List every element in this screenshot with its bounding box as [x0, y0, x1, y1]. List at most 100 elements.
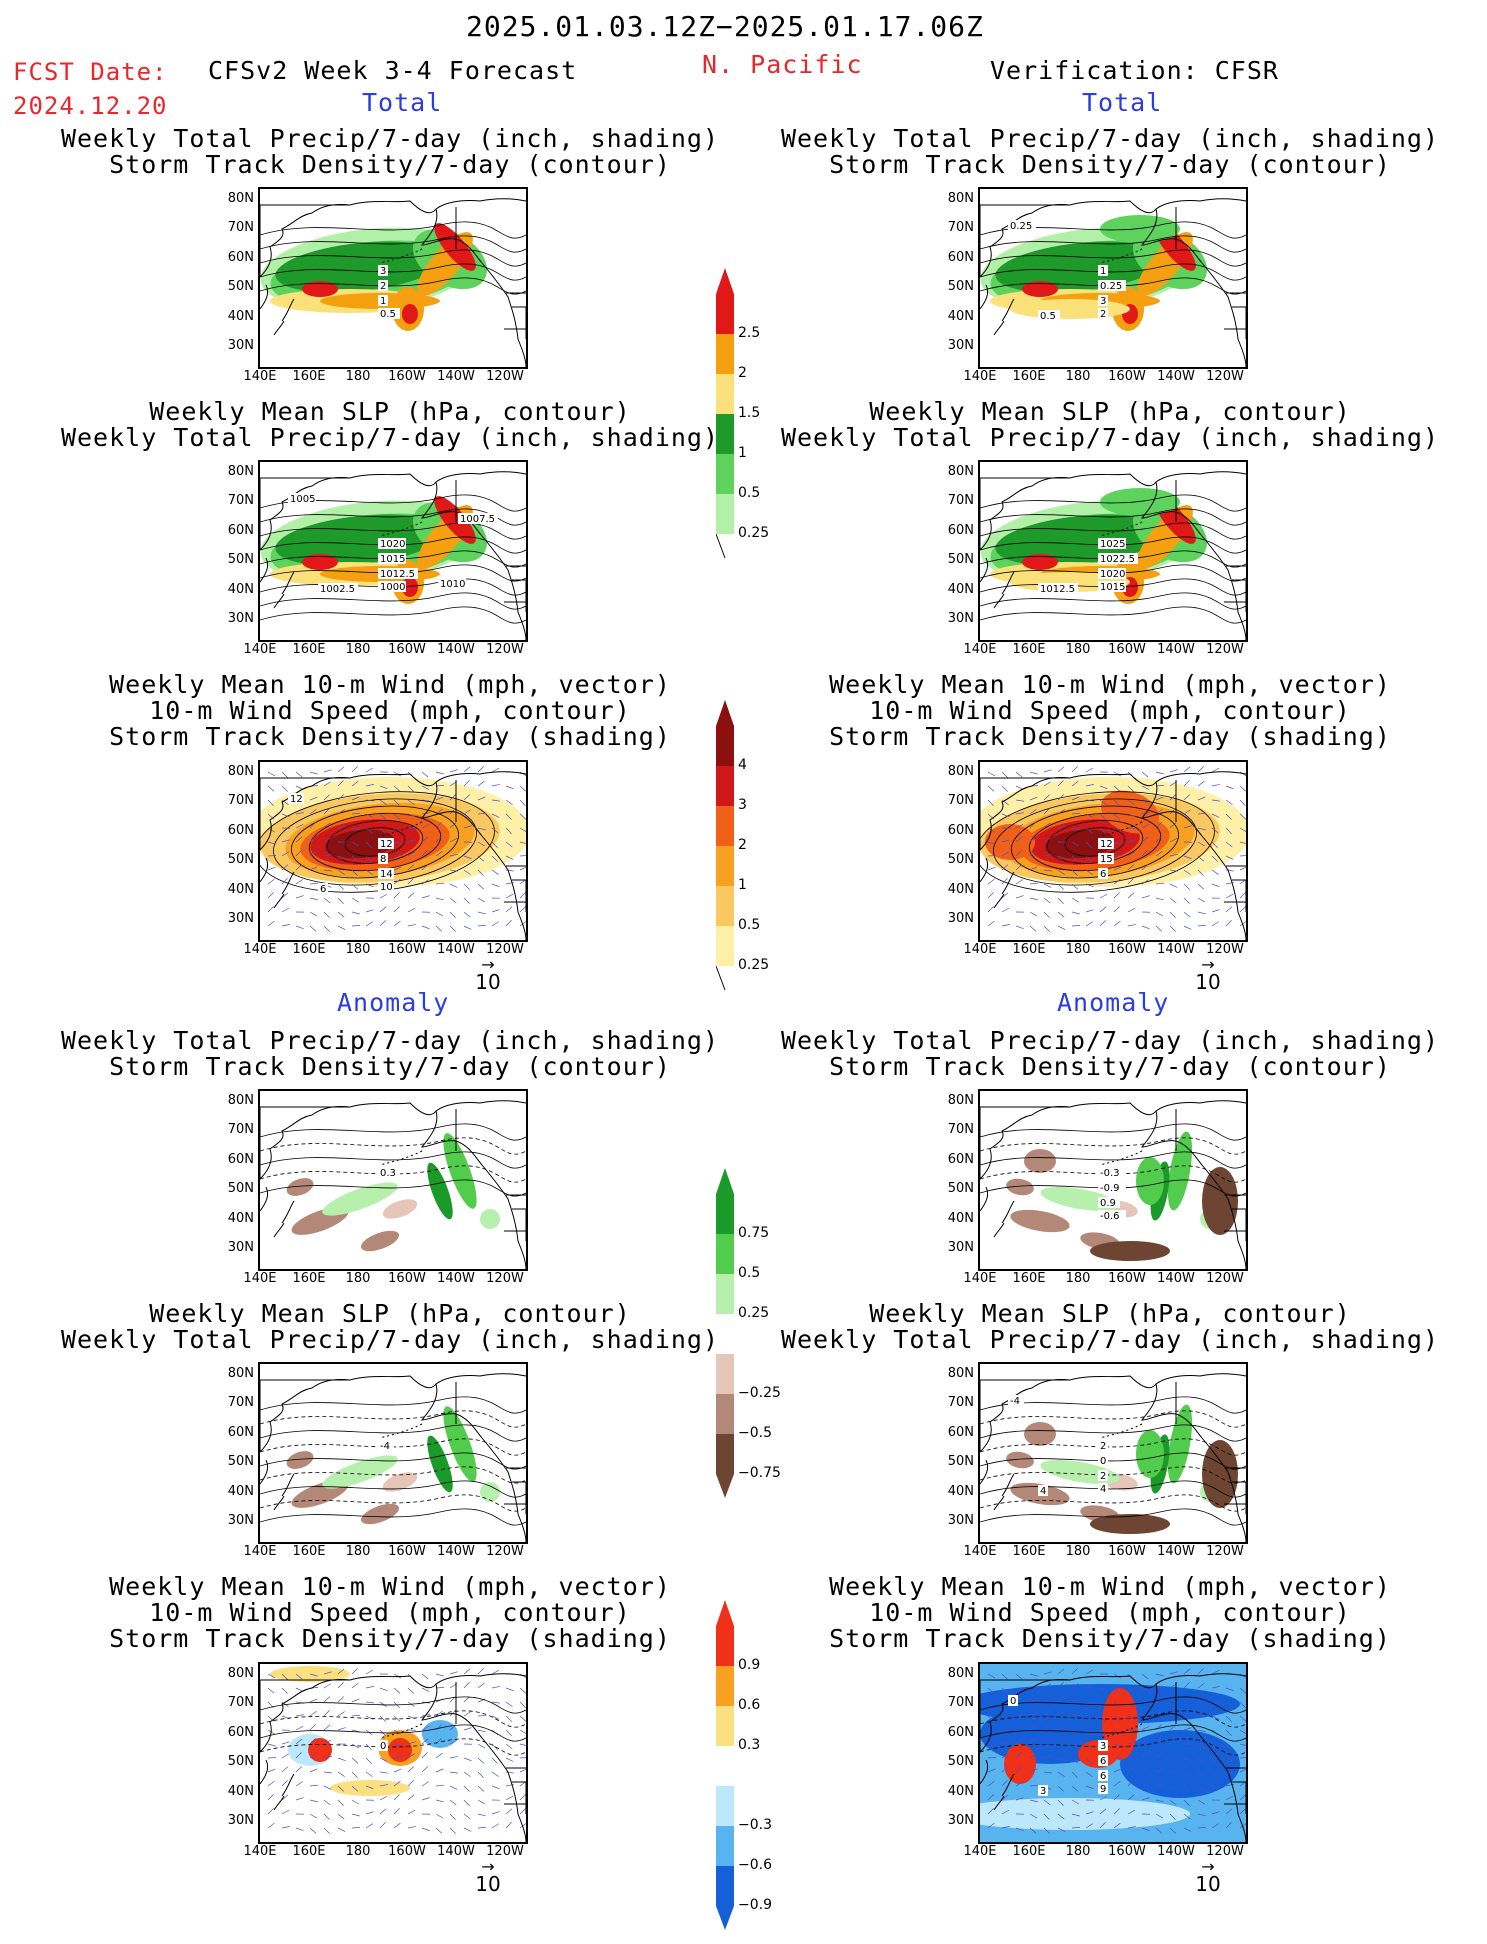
lon-tick-label: 160E	[1004, 1844, 1054, 1859]
contour-label: -4	[380, 1441, 390, 1452]
contour-label: 4	[1040, 1486, 1046, 1497]
colorbar-label: 2.5	[738, 325, 760, 341]
contour-label: 0.9	[1100, 1198, 1116, 1209]
lon-tick-label: 160E	[1004, 1271, 1054, 1286]
lat-tick-label: 40N	[216, 582, 254, 597]
colorbar-label: 0.5	[738, 485, 760, 501]
contour-label: 12	[1100, 839, 1113, 850]
lon-tick-label: 140E	[955, 369, 1005, 384]
lat-tick-label: 40N	[936, 582, 974, 597]
lat-tick-label: 80N	[216, 1093, 254, 1108]
lat-tick-label: 80N	[216, 1666, 254, 1681]
contour-label: 0	[1100, 1456, 1106, 1467]
lat-tick-label: 50N	[936, 852, 974, 867]
contour-label: -0.9	[1100, 1183, 1120, 1194]
lon-tick-label: 180	[1053, 942, 1103, 957]
colorbar-label: −0.9	[738, 1897, 772, 1913]
lat-tick-label: 80N	[216, 764, 254, 779]
colorbar-label: −0.25	[738, 1385, 781, 1401]
lon-tick-label: 180	[333, 369, 383, 384]
lon-tick-label: 140W	[431, 642, 481, 657]
contour-label: 0	[380, 1741, 386, 1752]
vector-reference-value: 10	[1188, 1872, 1228, 1896]
contour-label: 0.25	[1010, 221, 1032, 232]
map-panel-slp-precip-anomaly-forecast: -4	[258, 1362, 528, 1544]
lon-tick-label: 160E	[284, 642, 334, 657]
lon-tick-label: 180	[1053, 642, 1103, 657]
lon-tick-label: 160W	[1102, 1271, 1152, 1286]
lat-tick-label: 40N	[936, 309, 974, 324]
colorbar-label: 0.75	[738, 1225, 769, 1241]
lon-tick-label: 140W	[1151, 369, 1201, 384]
lon-tick-label: 160W	[382, 369, 432, 384]
contour-label: 14	[380, 869, 393, 880]
lat-tick-label: 60N	[936, 823, 974, 838]
title-p7: Weekly Total Precip/7-day (inch, shading…	[60, 1028, 720, 1080]
lat-tick-label: 70N	[936, 1122, 974, 1137]
lat-tick-label: 80N	[936, 464, 974, 479]
lon-tick-label: 180	[333, 942, 383, 957]
lat-tick-label: 70N	[216, 493, 254, 508]
lon-tick-label: 140E	[955, 1271, 1005, 1286]
lat-tick-label: 60N	[936, 523, 974, 538]
lat-tick-label: 80N	[936, 1666, 974, 1681]
lon-tick-label: 140E	[235, 1544, 285, 1559]
title-p1: Weekly Total Precip/7-day (inch, shading…	[60, 126, 720, 178]
lon-tick-label: 160W	[1102, 942, 1152, 957]
lon-tick-label: 180	[1053, 1544, 1103, 1559]
lat-tick-label: 40N	[936, 1784, 974, 1799]
contour-label: 1010	[440, 579, 465, 590]
lat-tick-label: 50N	[216, 552, 254, 567]
contour-label: 9	[1100, 1784, 1106, 1795]
lon-tick-label: 140W	[431, 1544, 481, 1559]
lon-tick-label: 160W	[382, 1544, 432, 1559]
lat-tick-label: 40N	[216, 882, 254, 897]
contour-label: 1005	[290, 494, 315, 505]
colorbar-label: 0.25	[738, 525, 769, 541]
contour-label: 6	[320, 884, 326, 895]
contour-label: 1012.5	[380, 569, 415, 580]
vector-reference-value: 10	[468, 970, 508, 994]
colorbar-label: 0.9	[738, 1657, 760, 1673]
section-total-right: Total	[1082, 88, 1162, 117]
lat-tick-label: 70N	[936, 220, 974, 235]
lat-tick-label: 50N	[936, 279, 974, 294]
section-anomaly-left: Anomaly	[337, 988, 449, 1017]
lon-tick-label: 140E	[235, 1844, 285, 1859]
lat-tick-label: 60N	[216, 1425, 254, 1440]
contour-label: 8	[380, 854, 386, 865]
contour-label: 12	[380, 839, 393, 850]
lat-tick-label: 40N	[216, 1784, 254, 1799]
title-p8: Weekly Total Precip/7-day (inch, shading…	[780, 1028, 1440, 1080]
lat-tick-label: 50N	[216, 1754, 254, 1769]
map-field: 0.3	[260, 1091, 526, 1269]
lat-tick-label: 50N	[936, 1181, 974, 1196]
lon-tick-label: 140W	[1151, 1844, 1201, 1859]
colorbar-precip_total	[716, 268, 734, 508]
contour-label: 1025	[1100, 539, 1125, 550]
contour-label: 2	[1100, 309, 1106, 320]
lon-tick-label: 120W	[1200, 1271, 1250, 1286]
lat-tick-label: 70N	[936, 793, 974, 808]
contour-label: 3	[380, 266, 386, 277]
contour-label: 10	[380, 882, 393, 893]
lat-tick-label: 70N	[936, 1695, 974, 1710]
lon-tick-label: 160E	[1004, 1544, 1054, 1559]
colorbar-label: 1	[738, 877, 747, 893]
contour-label: -4	[1010, 1396, 1020, 1407]
contour-label: 0	[1010, 1696, 1016, 1707]
contour-label: 1020	[380, 539, 405, 550]
lat-tick-label: 80N	[936, 1093, 974, 1108]
colorbar-label: 0.6	[738, 1697, 760, 1713]
lon-tick-label: 140E	[955, 1844, 1005, 1859]
lat-tick-label: 80N	[216, 191, 254, 206]
lon-tick-label: 140W	[1151, 642, 1201, 657]
